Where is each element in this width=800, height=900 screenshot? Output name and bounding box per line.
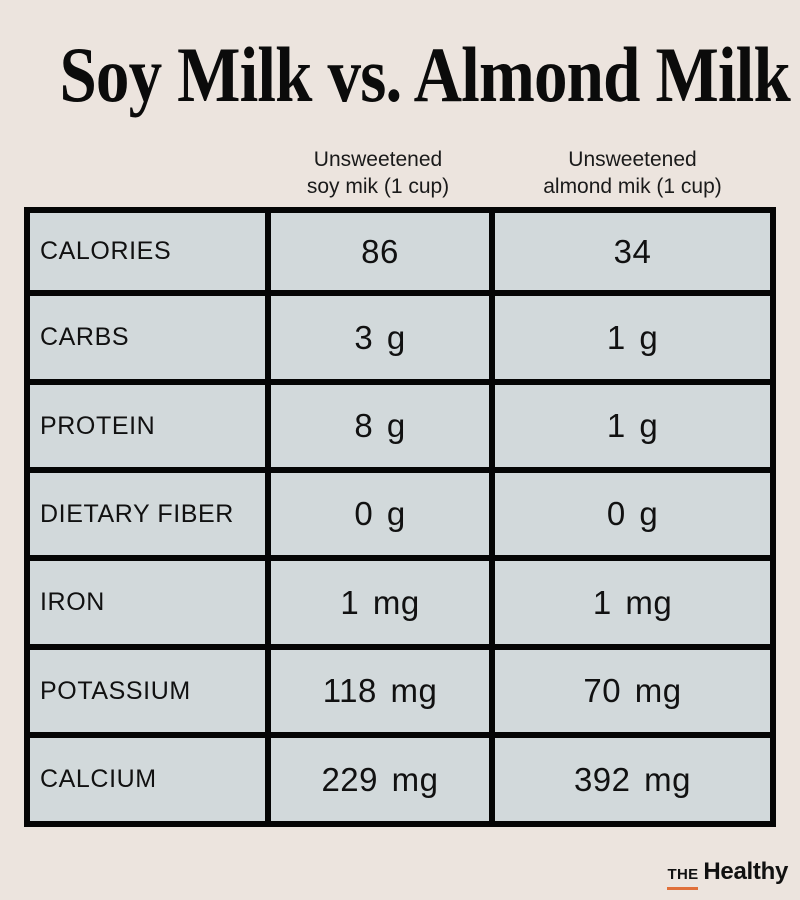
cell-soy-protein: 8 g	[271, 385, 489, 467]
column-header-soy-line2: soy mik (1 cup)	[306, 175, 450, 198]
row-label-carbs: CARBS	[30, 296, 265, 379]
page-title: Soy Milk vs. Almond Milk	[0, 30, 800, 120]
cell-almond-protein: 1 g	[495, 385, 770, 467]
value-text: 0 g	[606, 495, 659, 532]
value-text: 1 mg	[340, 583, 420, 621]
column-header-almond-line2: almond mik (1 cup)	[543, 175, 722, 198]
value-text: 1 g	[606, 407, 659, 444]
value-text: 392 mg	[573, 760, 692, 798]
brand-prefix-text: THE	[667, 866, 699, 883]
value-text: 229 mg	[321, 760, 439, 798]
value-text: 8 g	[354, 407, 406, 444]
row-label-dietary-fiber: DIETARY FIBER	[30, 473, 265, 555]
row-label-calories: CALORIES	[30, 213, 265, 290]
cell-soy-potassium: 118 mg	[271, 650, 489, 732]
value-text: 86	[361, 232, 399, 270]
page-title-text: Soy Milk vs. Almond Milk	[59, 31, 790, 118]
cell-almond-calories: 34	[495, 213, 770, 290]
brand-logo-prefix: THE	[667, 866, 699, 890]
value-text: 1 g	[606, 318, 659, 356]
value-text: 34	[613, 232, 652, 270]
column-header-almond-line1: Unsweetened	[568, 148, 697, 171]
brand-underline-accent	[667, 887, 699, 890]
cell-soy-calcium: 229 mg	[271, 738, 489, 821]
column-header-soy-line1: Unsweetened	[313, 148, 443, 171]
comparison-table: CALORIES 86 34 CARBS 3 g 1 g PROTEIN 8 g…	[24, 207, 776, 827]
row-label-protein: PROTEIN	[30, 385, 265, 467]
value-text: 1 mg	[592, 583, 673, 621]
row-label-potassium: POTASSIUM	[30, 650, 265, 732]
cell-almond-iron: 1 mg	[495, 561, 770, 644]
cell-soy-dietary-fiber: 0 g	[271, 473, 489, 555]
cell-almond-dietary-fiber: 0 g	[495, 473, 770, 555]
brand-logo: THE Healthy	[667, 858, 788, 890]
cell-soy-carbs: 3 g	[271, 296, 489, 379]
cell-almond-calcium: 392 mg	[495, 738, 770, 821]
cell-soy-iron: 1 mg	[271, 561, 489, 644]
row-label-calcium: CALCIUM	[30, 738, 265, 821]
value-text: 0 g	[354, 495, 406, 532]
column-header-almond: Unsweetened almond mik (1 cup)	[490, 146, 775, 200]
cell-soy-calories: 86	[271, 213, 489, 290]
cell-almond-carbs: 1 g	[495, 296, 770, 379]
value-text: 118 mg	[322, 672, 438, 709]
column-header-soy: Unsweetened soy mik (1 cup)	[262, 146, 494, 200]
brand-logo-name: Healthy	[703, 858, 788, 885]
cell-almond-potassium: 70 mg	[495, 650, 770, 732]
value-text: 70 mg	[583, 672, 682, 709]
row-label-iron: IRON	[30, 561, 265, 644]
value-text: 3 g	[354, 318, 406, 356]
